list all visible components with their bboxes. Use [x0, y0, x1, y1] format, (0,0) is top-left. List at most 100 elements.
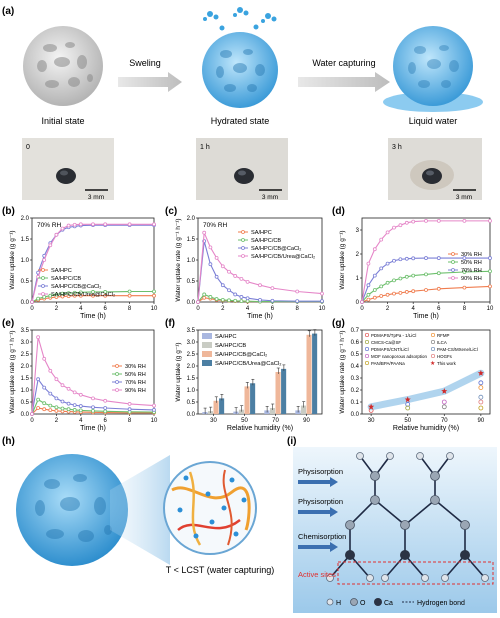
data-point: [385, 230, 390, 235]
data-point: [404, 274, 409, 279]
comparison-point: [478, 380, 484, 386]
data-point: [202, 230, 207, 235]
data-point: [372, 295, 377, 300]
data-point: [227, 269, 231, 274]
data-point: [372, 247, 377, 252]
legend-label: SA/HPC/CB/Urea@CaCl₂: [215, 361, 281, 367]
data-point: [127, 407, 132, 412]
data-point: [66, 223, 71, 228]
y-tick-label: 0.3: [351, 376, 360, 382]
data-point: [462, 270, 467, 274]
magnify-beam: [110, 455, 170, 565]
data-point: [320, 291, 324, 296]
data-point: [295, 299, 300, 304]
data-point: [385, 280, 390, 285]
data-point: [60, 291, 65, 296]
panel-letter-b: (b): [2, 206, 15, 217]
x-axis-label: Time (h): [413, 313, 439, 320]
scale-label-1: 3 mm: [262, 194, 278, 201]
data-point: [379, 237, 384, 242]
x-tick-label: 70: [272, 418, 279, 424]
data-point: [239, 276, 244, 281]
legend-label: PDMAPS/TpPa - 1/LiCl: [371, 333, 416, 338]
data-point: [152, 403, 156, 408]
data-point: [78, 222, 83, 227]
panel-letter-h: (h): [2, 436, 15, 447]
data-point: [208, 262, 213, 267]
data-point: [36, 296, 40, 301]
data-point: [404, 256, 409, 261]
photo-1h: [196, 138, 288, 200]
scale-label-0: 3 mm: [88, 194, 104, 201]
panel-i-background: [293, 447, 497, 613]
data-point: [48, 368, 53, 373]
data-point: [462, 285, 467, 290]
y-tick-label: 3.5: [21, 328, 30, 334]
data-point: [372, 288, 377, 292]
y-tick-label: 1.0: [21, 388, 30, 394]
data-point: [91, 293, 95, 298]
data-point: [411, 289, 416, 294]
x-tick-label: 8: [128, 418, 132, 424]
legend-label: RFMP: [437, 333, 450, 338]
y-tick-label: 0.4: [351, 364, 360, 370]
data-point: [379, 294, 384, 298]
y-tick-label: 0.0: [351, 412, 360, 418]
legend-marker: [364, 360, 370, 366]
y-tick-label: 1.5: [187, 376, 196, 382]
chart-e: 0.0 0.5 1.0 1.5 2.0 2.5 3.0 3.5 Water uptake rat…: [9, 328, 158, 432]
bar: [213, 400, 219, 414]
y-tick-label: 0.7: [351, 328, 360, 334]
data-point: [54, 232, 59, 237]
x-tick-label: 0: [30, 418, 34, 424]
legend-label: SA/HPC/CB@CaCl₂: [251, 246, 301, 252]
y-tick-label: 0.0: [21, 300, 30, 306]
legend-marker: [115, 372, 119, 376]
data-point: [72, 408, 77, 412]
x-tick-label: 4: [79, 418, 83, 424]
legend-label: HOGFs: [437, 354, 453, 359]
data-point: [372, 273, 377, 278]
data-point: [245, 296, 250, 301]
state-label-hydrated: Hydrated state: [211, 116, 270, 126]
legend-label: SA/HPC/CB/Urea@CaCl₂: [51, 292, 115, 298]
y-tick-label: 1.5: [187, 237, 196, 243]
legend-label: SA/HPC/CB/Urea@CaCl₂: [251, 254, 315, 260]
x-tick-label: 8: [463, 306, 467, 312]
data-point: [233, 298, 238, 303]
x-tick-label: 10: [487, 306, 494, 312]
sponge-liquid: [383, 26, 483, 112]
x-tick-label: 6: [437, 306, 441, 312]
comparison-point: [478, 405, 484, 411]
x-tick-label: 30: [210, 418, 217, 424]
this-work-point: [477, 370, 484, 376]
data-point: [54, 405, 59, 410]
data-point: [48, 391, 53, 396]
y-tick-label: 3.5: [187, 328, 196, 334]
legend-marker: [115, 388, 119, 392]
y-tick-label: 1.5: [21, 376, 30, 382]
panel-letter-c: (c): [165, 206, 177, 217]
data-point: [404, 290, 409, 294]
y-axis-label: Water uptake rate (g g⁻¹ h⁻¹): [339, 330, 346, 413]
plot-frame: [197, 329, 323, 415]
x-axis-label: Time (h): [80, 425, 106, 432]
bar: [238, 409, 244, 414]
x-tick-label: 30: [368, 418, 375, 424]
comparison-point: [441, 404, 447, 410]
x-tick-label: 50: [241, 418, 248, 424]
data-point: [42, 401, 47, 406]
sponge-hydrated: [202, 7, 278, 108]
y-tick-label: 1.0: [21, 258, 30, 264]
legend-ca: Ca: [384, 600, 393, 607]
data-point: [360, 300, 364, 304]
data-point: [54, 292, 59, 297]
comparison-point: [368, 407, 374, 413]
photo-3h: [388, 138, 482, 200]
data-point: [208, 295, 213, 299]
data-point: [36, 397, 40, 402]
data-point: [462, 256, 467, 260]
this-work-point: [441, 388, 448, 394]
photo-time-0: 0: [26, 144, 30, 151]
photo-time-3: 3 h: [392, 144, 402, 151]
